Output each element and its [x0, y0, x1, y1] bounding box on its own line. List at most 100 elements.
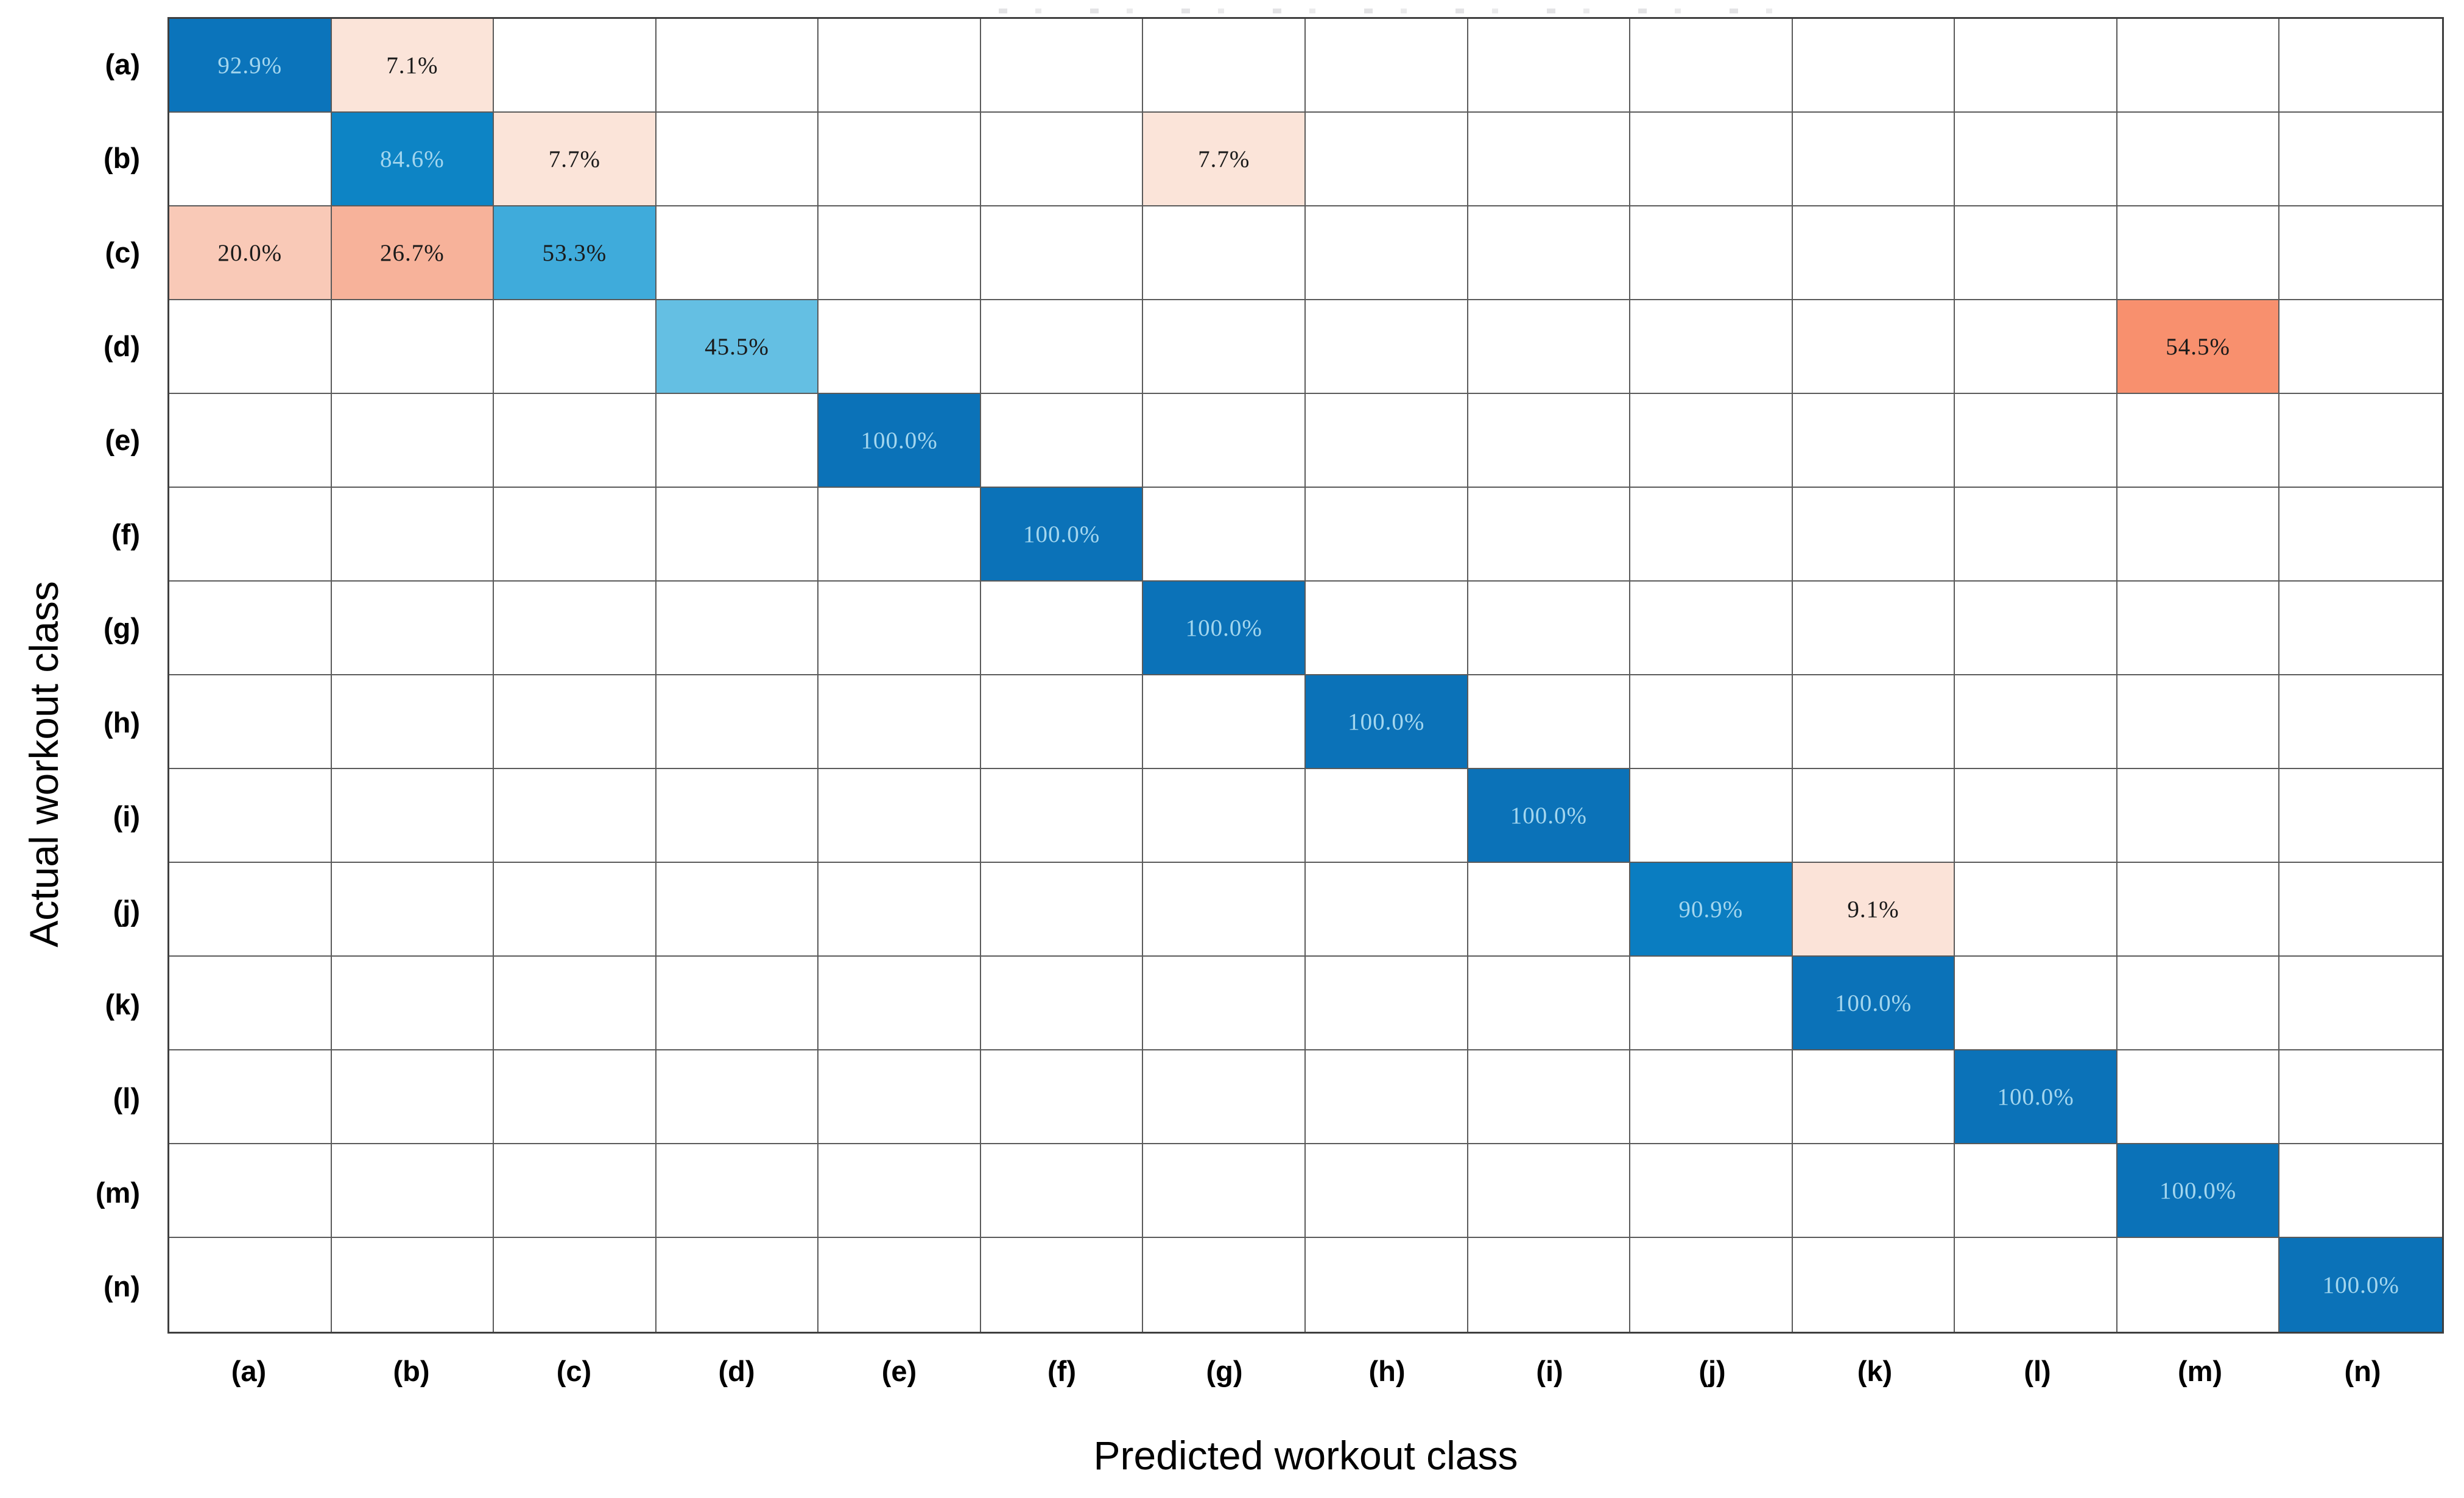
matrix-cell	[980, 113, 1144, 206]
matrix-cell	[656, 1238, 819, 1332]
y-tick-label: (f)	[111, 518, 140, 550]
matrix-cell	[2117, 957, 2280, 1050]
y-tick-label: (m)	[95, 1176, 140, 1209]
x-tick-label: (d)	[718, 1355, 755, 1387]
matrix-cell	[1468, 582, 1631, 675]
matrix-cell	[494, 1238, 656, 1332]
matrix-cell	[169, 1144, 332, 1238]
matrix-cell	[1955, 1238, 2117, 1332]
matrix-cell	[494, 1144, 656, 1238]
matrix-cell	[1630, 113, 1793, 206]
matrix-cell	[1955, 394, 2117, 488]
matrix-cell	[1792, 113, 1955, 206]
x-axis-title: Predicted workout class	[1093, 1433, 1518, 1478]
matrix-cell	[656, 957, 819, 1050]
matrix-cell	[169, 863, 332, 957]
matrix-cell	[2279, 863, 2442, 957]
matrix-cell: 45.5%	[656, 300, 819, 394]
matrix-cell	[1630, 206, 1793, 300]
matrix-cell	[818, 300, 981, 394]
matrix-cell	[169, 488, 332, 582]
matrix-cell	[2279, 300, 2442, 394]
matrix-cell	[818, 113, 981, 206]
matrix-cell	[1955, 206, 2117, 300]
matrix-cell: 20.0%	[169, 206, 332, 300]
x-tick-label: (l)	[2024, 1355, 2051, 1387]
matrix-cell	[494, 19, 656, 113]
matrix-cell	[2117, 863, 2280, 957]
matrix-cell	[1955, 769, 2117, 863]
matrix-cell	[169, 300, 332, 394]
matrix-cell	[656, 582, 819, 675]
matrix-cell	[2279, 206, 2442, 300]
y-tick-label: (a)	[105, 47, 140, 80]
matrix-cell	[1468, 394, 1631, 488]
matrix-cell	[1792, 300, 1955, 394]
matrix-cell	[1143, 675, 1306, 769]
matrix-cell	[1143, 1144, 1306, 1238]
matrix-cell	[2117, 394, 2280, 488]
matrix-cell: 100.0%	[1306, 675, 1468, 769]
matrix-cell	[494, 582, 656, 675]
matrix-cell	[1468, 113, 1631, 206]
x-tick-label: (n)	[2344, 1355, 2381, 1387]
matrix-cell	[818, 582, 981, 675]
matrix-cell: 100.0%	[1468, 769, 1631, 863]
matrix-cell	[656, 1144, 819, 1238]
matrix-cell	[2117, 206, 2280, 300]
matrix-cell	[2279, 1050, 2442, 1144]
matrix-cell: 84.6%	[331, 113, 495, 206]
y-tick-label: (c)	[105, 236, 140, 269]
matrix-cell	[1468, 19, 1631, 113]
matrix-cell	[169, 394, 332, 488]
matrix-cell	[2117, 1238, 2280, 1332]
matrix-cell: 7.7%	[1143, 113, 1306, 206]
matrix-cell	[169, 1050, 332, 1144]
matrix-cell	[331, 488, 495, 582]
matrix-cell	[980, 206, 1144, 300]
matrix-cell	[1955, 863, 2117, 957]
y-axis-tick-labels: (a) (b) (c) (d) (e) (f) (g) (h) (i) (j) (k) (l) (m) (…	[0, 17, 153, 1334]
matrix-cell	[818, 1238, 981, 1332]
matrix-cell	[1143, 206, 1306, 300]
matrix-cell	[1955, 1144, 2117, 1238]
matrix-cell	[1143, 863, 1306, 957]
matrix-cell: 100.0%	[2117, 1144, 2280, 1238]
matrix-cell	[1630, 394, 1793, 488]
x-tick-label: (h)	[1368, 1355, 1406, 1387]
matrix-cell	[980, 19, 1144, 113]
matrix-cell	[494, 769, 656, 863]
matrix-cell	[1468, 1144, 1631, 1238]
y-tick-label: (h)	[103, 706, 140, 739]
matrix-cell	[169, 1238, 332, 1332]
matrix-cell: 100.0%	[818, 394, 981, 488]
matrix-cell	[2117, 488, 2280, 582]
matrix-cell	[1306, 863, 1468, 957]
matrix-cell	[1306, 1144, 1468, 1238]
matrix-cell: 7.7%	[494, 113, 656, 206]
x-tick-label: (m)	[2177, 1355, 2223, 1387]
matrix-cell	[2117, 1050, 2280, 1144]
matrix-cell	[980, 1144, 1144, 1238]
matrix-cell: 26.7%	[331, 206, 495, 300]
matrix-cell	[1306, 1050, 1468, 1144]
x-tick-label: (f)	[1047, 1355, 1076, 1387]
matrix-cell: 100.0%	[980, 488, 1144, 582]
matrix-cell	[1792, 394, 1955, 488]
matrix-cell	[1468, 300, 1631, 394]
matrix-cell	[1306, 957, 1468, 1050]
matrix-cell	[494, 957, 656, 1050]
matrix-cell	[2279, 957, 2442, 1050]
matrix-cell	[818, 488, 981, 582]
matrix-cell	[1955, 19, 2117, 113]
matrix-cell	[2117, 19, 2280, 113]
matrix-cell	[980, 300, 1144, 394]
matrix-cell	[1792, 582, 1955, 675]
matrix-cell	[1306, 582, 1468, 675]
matrix-cell	[2279, 113, 2442, 206]
x-tick-label: (k)	[1857, 1355, 1893, 1387]
matrix-cell: 90.9%	[1630, 863, 1793, 957]
matrix-cell	[656, 394, 819, 488]
matrix-cell: 53.3%	[494, 206, 656, 300]
matrix-cell	[2279, 394, 2442, 488]
